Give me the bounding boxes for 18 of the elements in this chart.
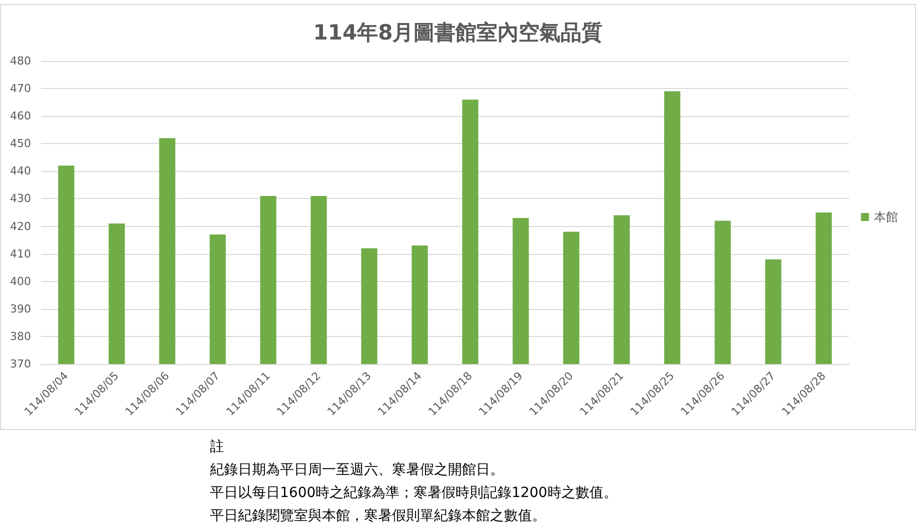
y-tick-label: 450 xyxy=(10,137,31,150)
legend-label: 本館 xyxy=(874,210,898,224)
y-tick-label: 380 xyxy=(10,330,31,343)
chart-title: 114年8月圖書館室內空氣品質 xyxy=(313,20,603,44)
y-tick-label: 430 xyxy=(10,192,31,206)
y-tick-label: 420 xyxy=(10,220,31,233)
y-tick-label: 480 xyxy=(10,54,31,68)
y-tick-label: 410 xyxy=(10,247,31,260)
y-tick-label: 440 xyxy=(10,164,31,178)
y-tick-label: 390 xyxy=(10,302,31,316)
y-tick-label: 460 xyxy=(10,110,31,123)
y-tick-label: 470 xyxy=(10,82,31,96)
text: 註 xyxy=(210,438,225,457)
text: 平日紀錄閱覽室與本館，寒暑假則單紀錄本館之數值。 xyxy=(210,507,547,526)
text: 紀錄日期為平日周一至週六、寒暑假之開館日。 xyxy=(210,461,505,480)
y-tick-label: 370 xyxy=(10,358,31,370)
y-tick-label: 400 xyxy=(10,274,31,288)
text: 平日以每日1600時之紀錄為準；寒暑假時則記錄1200時之數值。 xyxy=(210,484,618,503)
